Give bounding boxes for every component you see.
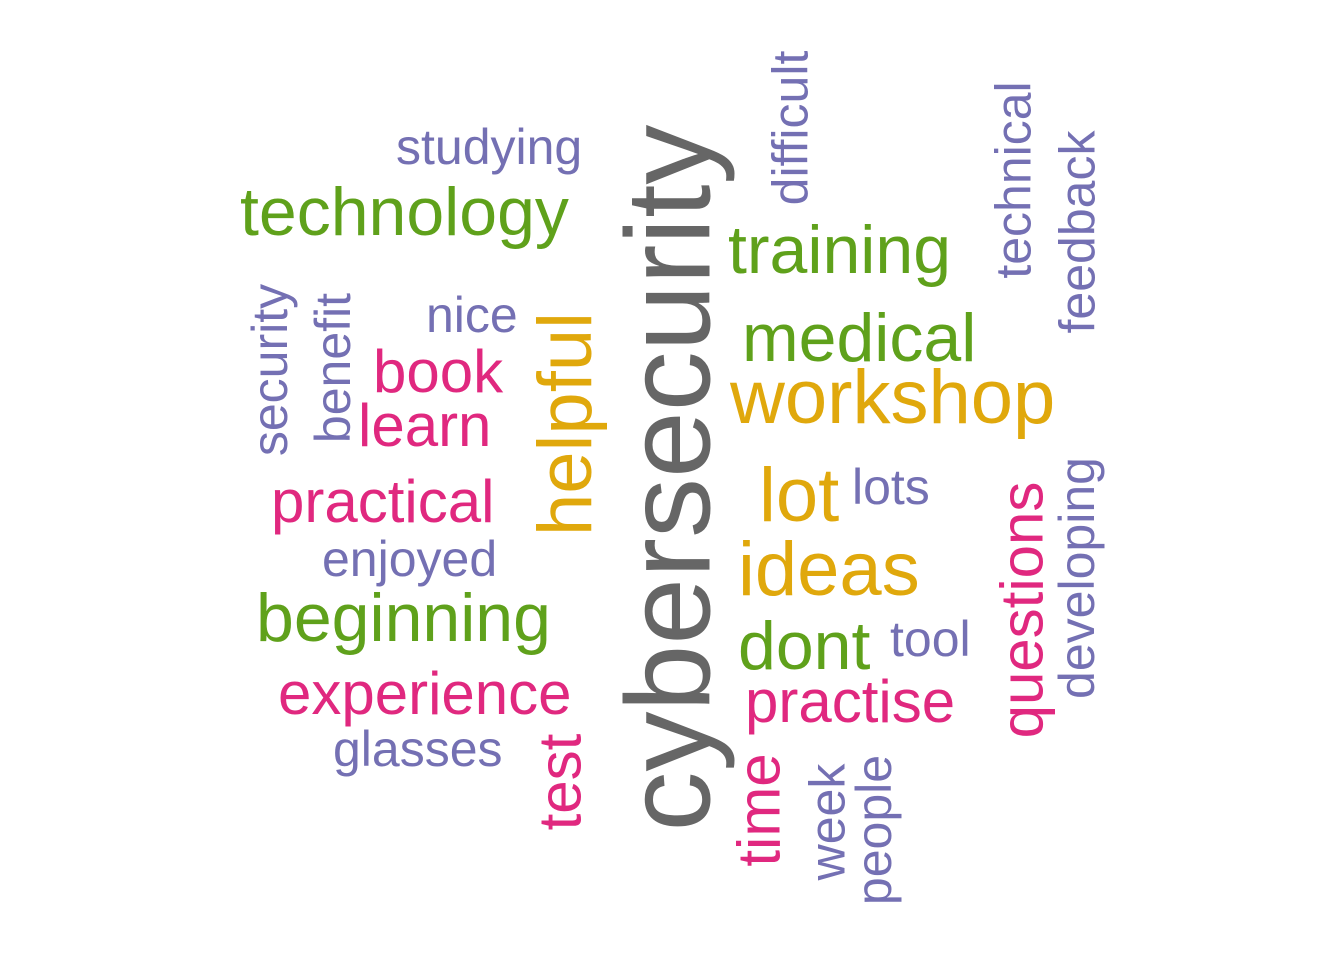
word-beginning: beginning xyxy=(256,580,551,656)
word-technical: technical xyxy=(985,81,1042,279)
word-developing: developing xyxy=(1048,457,1105,699)
word-feedback: feedback xyxy=(1048,130,1105,334)
word-medical: medical xyxy=(742,300,977,376)
word-time: time xyxy=(725,753,793,867)
word-week: week xyxy=(798,763,855,881)
word-training: training xyxy=(728,212,952,288)
word-benefit: benefit xyxy=(305,292,362,444)
word-lots: lots xyxy=(852,459,930,515)
word-questions: questions xyxy=(987,481,1055,739)
word-experience: experience xyxy=(278,660,572,727)
word-people: people xyxy=(846,754,903,906)
word-book: book xyxy=(373,338,504,405)
word-cybersecurity: cybersecurity xyxy=(600,124,735,832)
word-difficult: difficult xyxy=(761,50,818,206)
word-ideas: ideas xyxy=(738,527,920,612)
word-learn: learn xyxy=(358,392,492,459)
word-helpful: helpful xyxy=(522,312,608,536)
word-practical: practical xyxy=(271,468,495,535)
word-nice: nice xyxy=(426,287,518,343)
word-studying: studying xyxy=(396,119,583,175)
word-tool: tool xyxy=(890,611,971,667)
word-lot: lot xyxy=(759,453,840,538)
word-dont: dont xyxy=(738,608,871,684)
word-technology: technology xyxy=(240,174,569,250)
word-practise: practise xyxy=(745,668,956,735)
word-test: test xyxy=(525,733,593,831)
word-security: security xyxy=(242,283,299,457)
word-enjoyed: enjoyed xyxy=(322,531,498,587)
word-glasses: glasses xyxy=(333,721,503,777)
word-workshop: workshop xyxy=(730,355,1056,440)
